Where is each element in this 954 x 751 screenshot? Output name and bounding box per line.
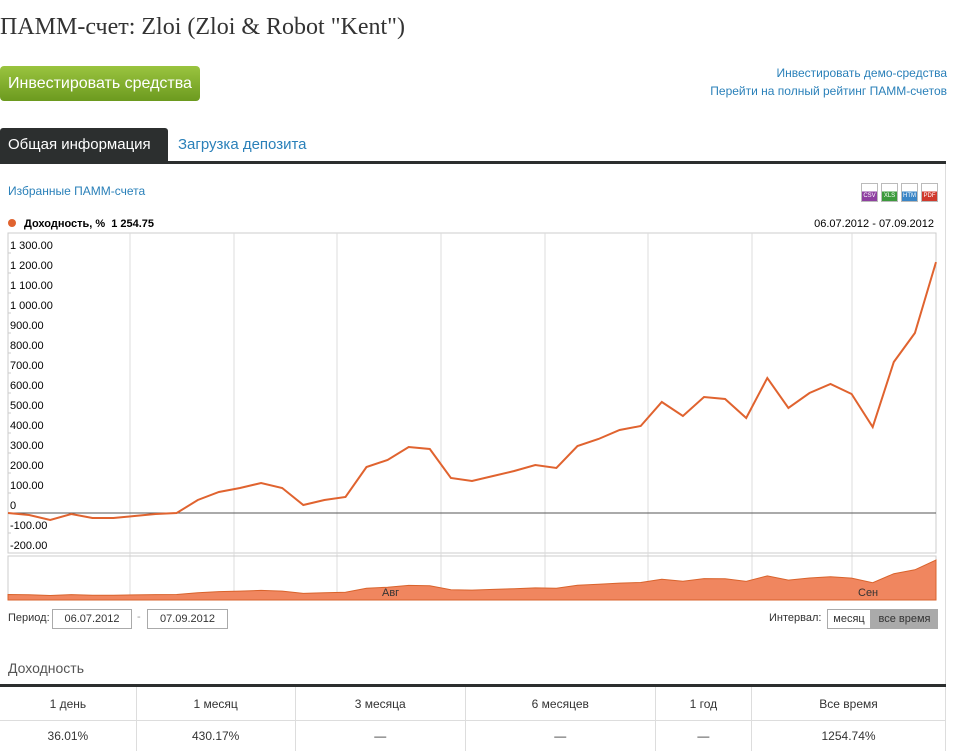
navigator-label: Сен — [858, 587, 878, 599]
column-header: 1 год — [655, 685, 753, 721]
y-tick-label: 300.00 — [10, 440, 44, 452]
cell: — — [465, 720, 656, 751]
legend-value: 1 254.75 — [111, 218, 154, 230]
y-tick-label: 800.00 — [10, 340, 44, 352]
y-tick-label: 500.00 — [10, 400, 44, 412]
cell: 1254.74% — [751, 720, 946, 751]
tab-bar — [0, 161, 946, 164]
date-to[interactable]: 07.09.2012 — [147, 609, 228, 629]
y-tick-label: 600.00 — [10, 380, 44, 392]
returns-title: Доходность — [8, 660, 84, 676]
y-tick-label: -200.00 — [10, 540, 47, 552]
series-line — [7, 261, 937, 522]
interval-month[interactable]: месяц — [827, 609, 871, 629]
y-tick-label: 0 — [10, 500, 16, 512]
cell: — — [655, 720, 753, 751]
y-tick-label: 1 200.00 — [10, 260, 53, 272]
cell: — — [295, 720, 466, 751]
date-from[interactable]: 06.07.2012 — [52, 609, 132, 629]
y-tick-label: 400.00 — [10, 420, 44, 432]
invest-button[interactable]: Инвестировать средства — [0, 66, 200, 101]
export-icon[interactable]: CSV — [861, 183, 878, 202]
export-icon[interactable]: HTM — [901, 183, 918, 202]
column-header: Все время — [751, 685, 946, 721]
chart: Доходность, % 1 254.75 06.07.2012 - 07.09.… — [7, 218, 937, 601]
period-label: Период: — [8, 612, 50, 624]
cell: 430.17% — [136, 720, 296, 751]
y-tick-label: 1 300.00 — [10, 240, 53, 252]
y-tick-label: 700.00 — [10, 360, 44, 372]
navigator-label: Авг — [382, 587, 399, 599]
tab-active[interactable]: Общая информация — [0, 128, 168, 162]
date-range: 06.07.2012 - 07.09.2012 — [814, 218, 934, 230]
value-row: 36.01% 430.17% — — —1254.74% — [0, 720, 946, 751]
column-header: 1 месяц — [136, 685, 296, 721]
column-header: 3 месяца — [295, 685, 466, 721]
interval-all[interactable]: все время — [871, 609, 938, 629]
y-tick-label: -100.00 — [10, 520, 47, 532]
export-icon[interactable]: PDF — [921, 183, 938, 202]
page-title: ПАММ-счет: Zloi (Zloi & Robot "Kent") — [0, 14, 405, 40]
navigator-area — [7, 559, 937, 601]
returns-table: 1 день 1 месяц 3 месяца 6 месяцев 1 год Все в… — [0, 684, 946, 751]
legend-marker — [8, 219, 16, 227]
legend-label: Доходность, % — [24, 218, 105, 230]
cell: 36.01% — [0, 720, 137, 751]
y-tick-label: 900.00 — [10, 320, 44, 332]
demo-link[interactable]: Инвестировать демо-средства — [776, 66, 947, 80]
header-row: 1 день 1 месяц 3 месяца 6 месяцев 1 год Все в… — [0, 685, 946, 721]
y-tick-label: 1 100.00 — [10, 280, 53, 292]
export-icon[interactable]: XLS — [881, 183, 898, 202]
rating-link[interactable]: Перейти на полный рейтинг ПАММ-счетов — [710, 84, 947, 98]
panel — [0, 164, 946, 684]
interval-label: Интервал: — [769, 612, 822, 624]
separator: - — [137, 611, 141, 623]
tab[interactable]: Загрузка депозита — [178, 136, 307, 153]
y-tick-label: 100.00 — [10, 480, 44, 492]
column-header: 1 день — [0, 685, 137, 721]
y-tick-label: 1 000.00 — [10, 300, 53, 312]
y-tick-label: 200.00 — [10, 460, 44, 472]
column-header: 6 месяцев — [465, 685, 656, 721]
plot-frame — [7, 232, 937, 554]
favorites-link[interactable]: Избранные ПАММ-счета — [8, 184, 146, 198]
